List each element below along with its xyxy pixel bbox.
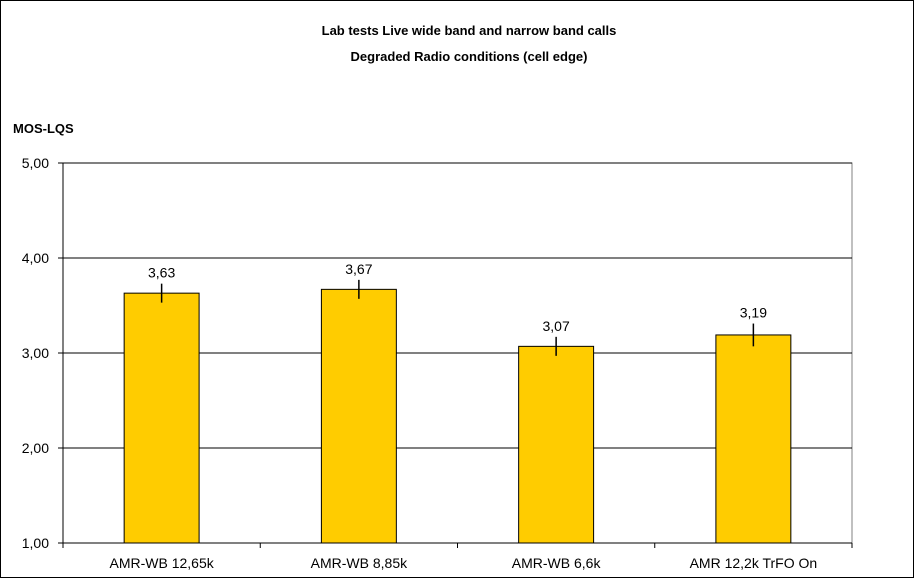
chart-title: Lab tests Live wide band and narrow band… [322, 23, 617, 38]
y-tick-label: 2,00 [22, 440, 49, 456]
bars [123, 288, 792, 544]
y-tick-label: 4,00 [22, 250, 49, 266]
data-label: 3,19 [740, 305, 767, 321]
data-labels: 3,63 3,67 3,07 3,19 [148, 261, 767, 334]
data-label: 3,63 [148, 265, 175, 281]
y-axis-title: MOS-LQS [13, 121, 74, 136]
y-tick-label: 5,00 [22, 155, 49, 171]
data-label: 3,67 [345, 261, 372, 277]
bar [320, 288, 397, 544]
x-category-labels: AMR-WB 12,65k AMR-WB 8,85k AMR-WB 6,6k AMR … [110, 555, 818, 571]
y-tick-label: 3,00 [22, 345, 49, 361]
x-category-label: AMR-WB 12,65k [110, 555, 215, 571]
chart-subtitle: Degraded Radio conditions (cell edge) [351, 49, 588, 64]
axes [58, 162, 853, 548]
x-category-label: AMR-WB 6,6k [512, 555, 602, 571]
bar [518, 345, 595, 544]
x-category-label: AMR 12,2k TrFO On [690, 555, 818, 571]
bar [715, 334, 792, 544]
x-category-label: AMR-WB 8,85k [311, 555, 408, 571]
data-label: 3,07 [543, 318, 570, 334]
y-tick-label: 1,00 [22, 535, 49, 551]
error-bars [160, 279, 755, 356]
bar [123, 292, 200, 544]
y-tick-labels: 1,00 2,00 3,00 4,00 5,00 [22, 155, 49, 551]
